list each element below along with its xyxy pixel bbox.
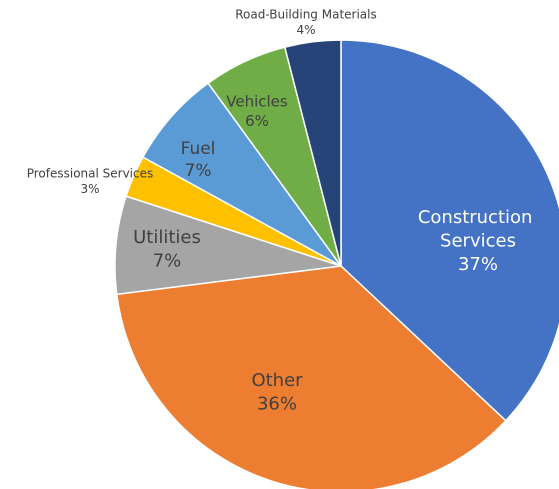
value-label: 36% (257, 393, 297, 414)
slice-label: Other (251, 370, 303, 391)
value-label: 7% (153, 250, 182, 271)
slice-label: Vehicles (226, 93, 288, 111)
slice-label: Professional Services (27, 167, 154, 181)
value-label: 7% (185, 161, 212, 181)
pie-slice (283, 39, 342, 267)
value-label: 4% (296, 23, 315, 37)
slice-label: Construction Services (418, 207, 538, 251)
value-label: 37% (458, 254, 498, 275)
pie-slice (115, 265, 507, 489)
value-label: 6% (245, 112, 269, 130)
slice-label: Fuel (181, 139, 216, 159)
value-label: 3% (80, 182, 99, 196)
slice-label: Road-Building Materials (235, 8, 377, 22)
slice-label: Utilities (133, 227, 201, 248)
pie-slice (340, 39, 559, 422)
